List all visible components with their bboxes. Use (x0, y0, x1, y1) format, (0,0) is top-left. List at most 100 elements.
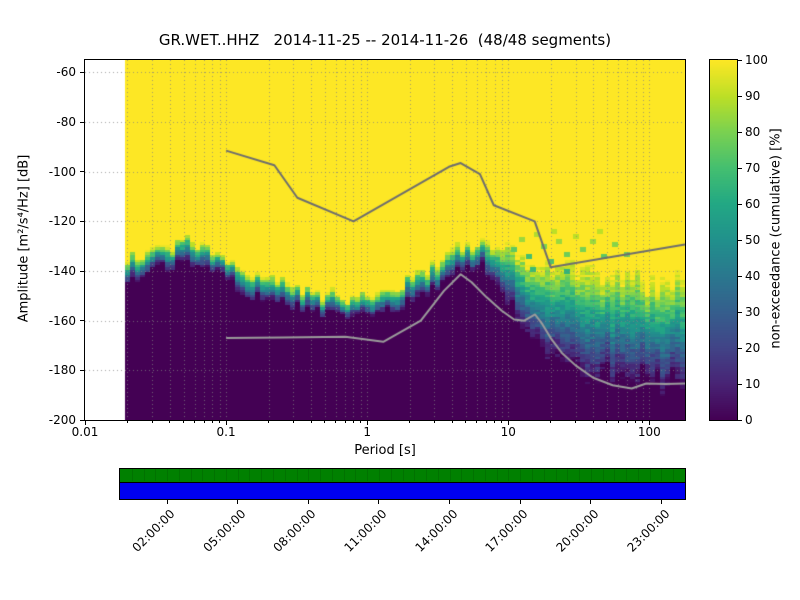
timeline-segment-line (473, 469, 475, 481)
timeline-tick (449, 500, 451, 504)
y-tick (80, 419, 84, 421)
timeline-segment-line (273, 469, 275, 481)
x-minor-tick (335, 421, 337, 423)
x-minor-tick (352, 421, 354, 423)
x-minor-tick (635, 421, 637, 423)
timeline-segment-line (590, 469, 592, 481)
y-tick-label: -100 (48, 164, 76, 179)
y-tick (80, 320, 84, 322)
timeline-segment-line (673, 469, 675, 481)
colorbar-tick (738, 131, 742, 133)
x-minor-tick (211, 421, 213, 423)
plot-title: GR.WET..HHZ 2014-11-25 -- 2014-11-26 (48… (158, 31, 612, 49)
timeline-segment-line (190, 469, 192, 481)
x-minor-tick (203, 421, 205, 423)
timeline-segment-line (414, 469, 416, 481)
colorbar-tick (738, 347, 742, 349)
colorbar-tick-label: 100 (745, 53, 768, 67)
colorbar-tick (738, 311, 742, 313)
colorbar-tick (738, 59, 742, 61)
plot-frame (84, 59, 686, 421)
timeline-segment-line (131, 469, 133, 481)
x-tick-label: 100 (637, 425, 661, 439)
timeline-segment-line (167, 469, 169, 481)
y-tick-label: -200 (48, 413, 76, 427)
y-tick (80, 121, 84, 123)
timeline-segment-line (237, 469, 239, 481)
colorbar-tick-label: 20 (745, 341, 761, 355)
x-tick-label: 1 (363, 425, 371, 439)
y-tick (80, 369, 84, 371)
timeline-segment-line (225, 469, 227, 481)
timeline-segment-line (343, 469, 345, 481)
x-minor-tick (219, 421, 221, 423)
colorbar-tick (738, 203, 742, 205)
y-tick-label: -120 (48, 214, 76, 229)
timeline-segment-line (390, 469, 392, 481)
x-tick-label: 10 (500, 425, 516, 439)
x-minor-tick (409, 421, 411, 423)
timeline-segment-line (296, 469, 298, 481)
timeline-segment-line (437, 469, 439, 481)
timeline-segment-line (484, 469, 486, 481)
timeline-tick-label: 11:00:00 (341, 506, 390, 555)
y-tick-label: -60 (56, 65, 76, 80)
x-tick (84, 421, 86, 425)
timeline-segment-line (214, 469, 216, 481)
x-minor-tick (501, 421, 503, 423)
timeline-segment-line (555, 469, 557, 481)
x-tick-label: 0.1 (216, 425, 236, 439)
x-minor-tick (485, 421, 487, 423)
timeline-segment-line (543, 469, 545, 481)
timeline-segment-line (449, 469, 451, 481)
timeline-tick (237, 500, 239, 504)
colorbar-tick (738, 167, 742, 169)
x-minor-tick (360, 421, 362, 423)
y-tick-label: -80 (56, 115, 76, 130)
y-tick (80, 71, 84, 73)
timeline-tick (166, 500, 168, 504)
x-minor-tick (126, 421, 128, 423)
timeline-segment-line (531, 469, 533, 481)
timeline-tick-label: 23:00:00 (624, 506, 673, 555)
timeline-segment-line (178, 469, 180, 481)
y-tick-label: -180 (48, 363, 76, 378)
x-minor-tick (575, 421, 577, 423)
x-tick (648, 421, 650, 425)
x-minor-tick (151, 421, 153, 423)
timeline-data-bar (119, 482, 686, 500)
timeline-segment-line (331, 469, 333, 481)
timeline-segment-line (378, 469, 380, 481)
colorbar-tick-label: 10 (745, 377, 761, 391)
x-minor-tick (606, 421, 608, 423)
timeline-tick-label: 05:00:00 (200, 506, 249, 555)
timeline-tick (307, 500, 309, 504)
x-minor-tick (550, 421, 552, 423)
timeline-segment-line (602, 469, 604, 481)
timeline-tick-label: 02:00:00 (129, 506, 178, 555)
timeline-segment-line (496, 469, 498, 481)
timeline-tick (519, 500, 521, 504)
timeline-segment-line (508, 469, 510, 481)
x-tick (507, 421, 509, 425)
timeline-segment-line (426, 469, 428, 481)
timeline-segment-line (355, 469, 357, 481)
x-minor-tick (183, 421, 185, 423)
colorbar-tick-label: 30 (745, 305, 761, 319)
x-minor-tick (642, 421, 644, 423)
y-axis-label: Amplitude [m²/s⁴/Hz] [dB] (16, 154, 32, 323)
timeline-segment-line (626, 469, 628, 481)
colorbar-tick (738, 419, 742, 421)
colorbar-tick-label: 0 (745, 413, 753, 427)
timeline-segment-line (402, 469, 404, 481)
timeline-tick (660, 500, 662, 504)
timeline-segment-line (614, 469, 616, 481)
timeline-segment-line (284, 469, 286, 481)
colorbar-tick-label: 50 (745, 233, 761, 247)
x-tick (225, 421, 227, 425)
x-minor-tick (292, 421, 294, 423)
timeline-segment-line (308, 469, 310, 481)
timeline-segment-line (637, 469, 639, 481)
timeline-segment-line (567, 469, 569, 481)
